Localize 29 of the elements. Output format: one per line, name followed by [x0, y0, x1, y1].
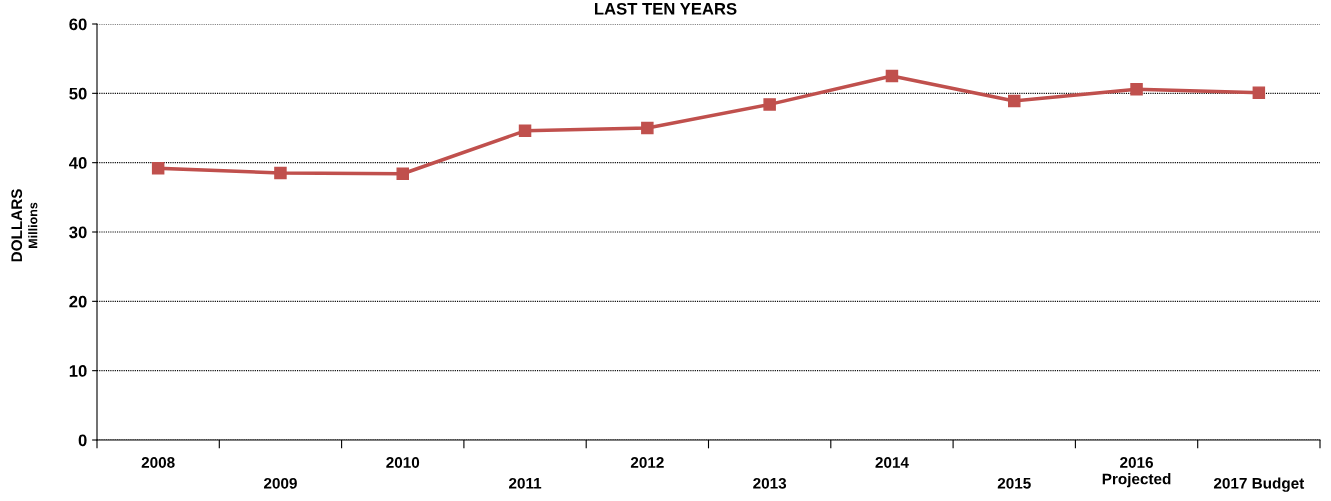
- y-tick-label: 50: [69, 87, 87, 100]
- x-tick-label: 2010: [386, 457, 420, 468]
- point: [396, 167, 410, 181]
- y-tick-label: 20: [69, 295, 87, 308]
- point: [518, 124, 532, 138]
- point: [151, 161, 165, 175]
- point: [1007, 94, 1021, 108]
- x-tick-label: 2014: [875, 457, 909, 468]
- x-tick-label: 2013: [753, 477, 787, 489]
- chart-title: LAST TEN YEARS: [594, 2, 737, 15]
- y-tick-label: 60: [69, 18, 87, 31]
- y-tick-label: 10: [69, 365, 87, 377]
- x-tick-label: 2016 Projected: [1102, 457, 1171, 488]
- y-axis-title: DOLLARS Millions: [11, 189, 38, 262]
- x-tick-label: 2008: [141, 457, 175, 468]
- y-tick-label: 40: [68, 157, 87, 169]
- point: [763, 98, 776, 111]
- y-tick-label: 0: [78, 434, 87, 447]
- x-tick-label: 2011: [509, 477, 542, 489]
- x-tick-label: 2017 Budget: [1213, 477, 1305, 492]
- point: [1130, 82, 1143, 96]
- x-tick-label: 2012: [630, 457, 664, 468]
- point: [885, 69, 899, 83]
- x-tick-label: 2015: [997, 477, 1031, 489]
- y-tick-label: 30: [69, 226, 87, 239]
- point: [1252, 86, 1266, 99]
- point: [274, 166, 287, 180]
- x-tick-label: 2009: [263, 477, 297, 489]
- point: [641, 121, 654, 135]
